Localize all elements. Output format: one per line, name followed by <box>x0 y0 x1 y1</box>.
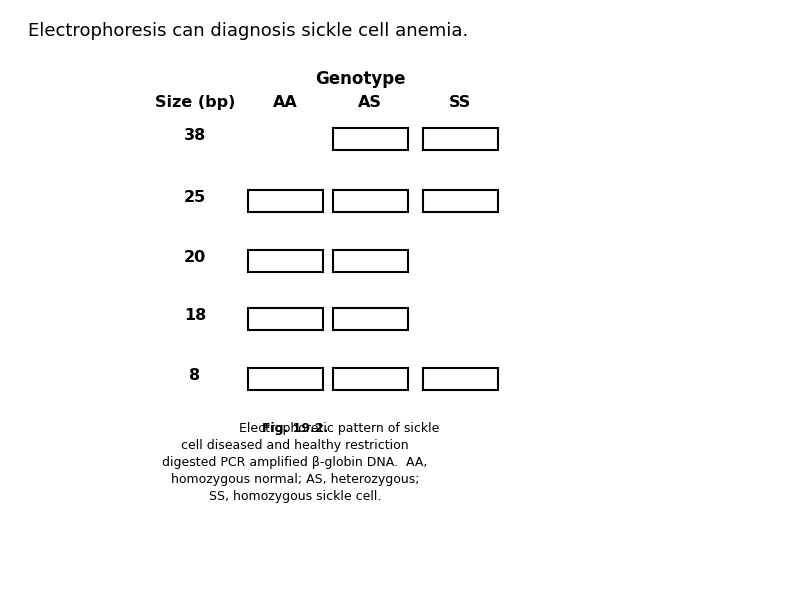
Bar <box>422 368 498 390</box>
Text: AS: AS <box>358 95 382 110</box>
Text: homozygous normal; AS, heterozygous;: homozygous normal; AS, heterozygous; <box>170 473 419 486</box>
Text: 18: 18 <box>184 308 206 323</box>
Text: Electrophoresis can diagnosis sickle cell anemia.: Electrophoresis can diagnosis sickle cel… <box>28 22 468 40</box>
Text: 25: 25 <box>184 190 206 205</box>
Text: cell diseased and healthy restriction: cell diseased and healthy restriction <box>181 439 409 452</box>
Bar <box>247 250 322 272</box>
Bar <box>333 190 407 212</box>
Bar <box>333 308 407 330</box>
Text: Size (bp): Size (bp) <box>155 95 235 110</box>
Bar <box>333 128 407 150</box>
Text: Electrophoretic pattern of sickle: Electrophoretic pattern of sickle <box>195 422 440 435</box>
Text: 38: 38 <box>184 128 206 143</box>
Text: Genotype: Genotype <box>314 70 406 88</box>
Text: 8: 8 <box>190 368 201 383</box>
Bar <box>247 308 322 330</box>
Text: digested PCR amplified β-globin DNA.  AA,: digested PCR amplified β-globin DNA. AA, <box>162 456 428 469</box>
Bar <box>333 250 407 272</box>
Text: 20: 20 <box>184 250 206 265</box>
Text: SS: SS <box>449 95 471 110</box>
Text: SS, homozygous sickle cell.: SS, homozygous sickle cell. <box>209 490 381 503</box>
Bar <box>422 190 498 212</box>
Text: Fig. 19.2.: Fig. 19.2. <box>262 422 328 435</box>
Bar <box>247 368 322 390</box>
Bar <box>333 368 407 390</box>
Bar <box>422 128 498 150</box>
Bar <box>247 190 322 212</box>
Text: AA: AA <box>273 95 298 110</box>
